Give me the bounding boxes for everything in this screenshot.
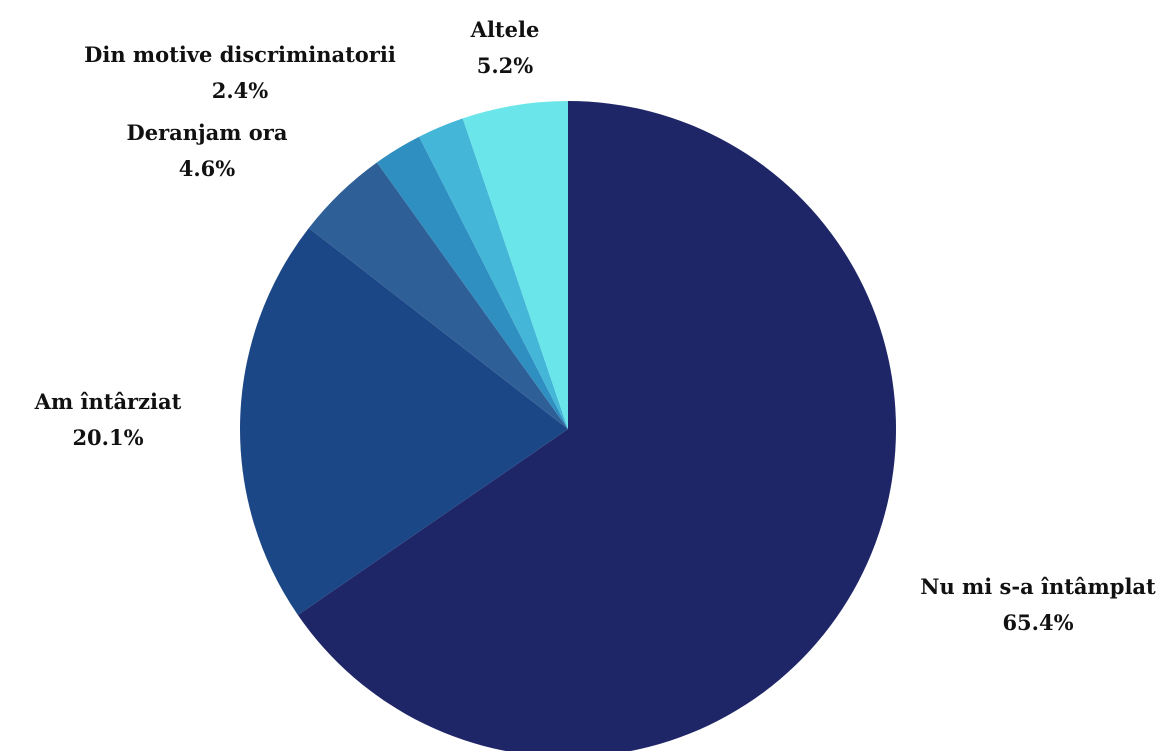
pie-slice-2 [308,162,568,429]
slice-value-label-1: 20.1% [72,425,143,450]
slice-value-label-2: 4.6% [179,156,236,181]
pie-slice-0 [297,101,896,751]
pie-slice-1 [240,227,568,616]
slice-value-label-3: 2.4% [212,78,269,103]
pie-slice-4 [419,118,568,429]
slice-value-label-0: 65.4% [1002,610,1073,635]
slice-value-label-5: 5.2% [477,53,534,78]
pie-slice-5 [462,101,568,429]
slice-label-2: Deranjam ora [127,120,288,145]
pie-slices [240,101,896,751]
slice-label-0: Nu mi s-a întâmplat [920,574,1156,599]
slice-label-3: Din motive discriminatorii [84,42,396,67]
slice-label-5: Altele [470,17,540,42]
slice-label-1: Am întârziat [34,389,182,414]
pie-slice-3 [376,136,568,429]
pie-labels: Nu mi s-a întâmplat 65.4% Am întârziat 20.1… [34,17,1156,635]
